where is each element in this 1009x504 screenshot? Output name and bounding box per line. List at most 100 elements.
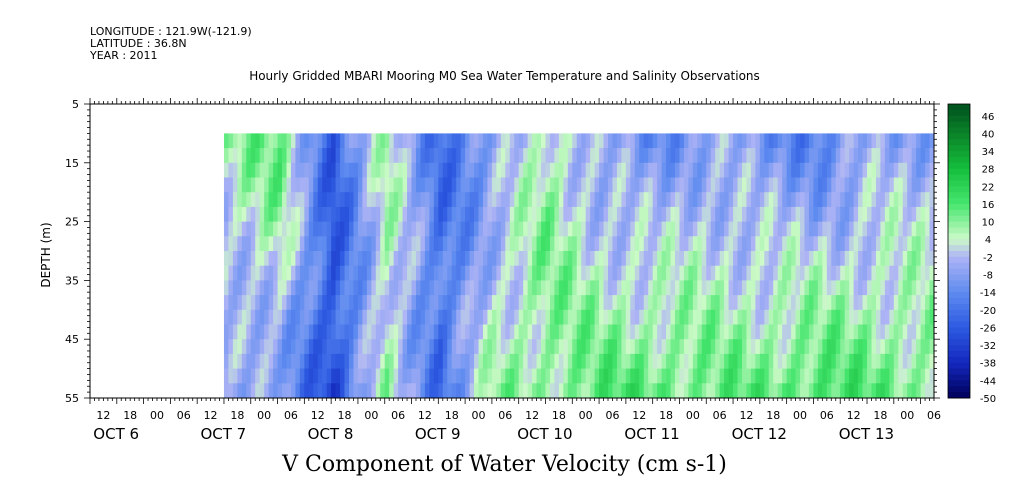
heat-cell [916,309,922,325]
heat-cell [634,177,640,193]
heat-cell [916,251,922,267]
heat-cell [411,339,417,355]
heat-cell [782,206,788,222]
heat-cell [608,368,613,384]
heat-cell [451,133,457,149]
heat-cell [782,280,788,296]
heat-cell [576,309,582,325]
heat-cell [733,206,738,222]
colorbar-segment [948,209,970,217]
heat-cell [648,295,654,311]
heat-cell [630,148,636,164]
heat-cell [621,148,627,164]
heat-cell [880,368,886,384]
heat-cell [679,206,685,222]
heat-cell [871,251,877,267]
heat-cell [380,133,386,149]
heat-cell [826,221,832,237]
heat-cell [608,192,613,208]
heat-cell [840,383,846,399]
colorbar-label: 34 [982,147,995,158]
heat-cell [724,251,729,267]
heat-cell [349,383,354,399]
heat-cell [862,206,868,222]
heat-cell [451,265,457,281]
heat-cell [920,324,926,340]
heat-cell [255,265,261,281]
heat-cell [630,177,636,193]
heat-cell [808,133,814,149]
heat-cell [451,353,457,369]
heat-cell [393,368,399,384]
heat-cell [554,251,560,267]
heat-cell [357,148,363,164]
heat-cell [241,133,247,149]
heat-cell [335,221,341,237]
heat-cell [889,206,895,222]
heat-cell [889,324,895,340]
heat-cell [313,295,319,311]
heat-cell [545,177,551,193]
heat-cell [545,133,551,149]
heat-cell [666,192,671,208]
heat-cell [299,162,305,178]
heat-cell [415,353,421,369]
heat-cell [478,265,484,281]
heat-cell [576,221,582,237]
heat-cell [835,324,841,340]
heat-cell [554,206,560,222]
heat-cell [451,339,457,355]
heat-cell [898,148,904,164]
colorbar-segment [948,198,970,205]
heat-cell [424,280,430,296]
heat-cell [415,133,421,149]
heat-cell [268,383,274,399]
heat-cell [456,383,462,399]
heat-cell [889,236,895,252]
heat-cell [925,280,930,296]
heat-cell [567,280,573,296]
colorbar-label: 4 [985,235,991,246]
heat-cell [715,368,721,384]
heat-cell [608,162,613,178]
heat-cell [634,133,640,149]
heat-cell [415,236,421,252]
heat-cell [630,251,636,267]
heat-cell [733,148,738,164]
heat-cell [241,324,247,340]
heat-cell [657,324,662,340]
heat-cell [625,177,631,193]
heat-cell [581,265,587,281]
heat-cell [826,133,832,149]
heat-cell [916,221,922,237]
x-hour-label: 18 [230,409,244,422]
heat-cell [612,368,618,384]
x-hour-label: 00 [364,409,378,422]
heat-cell [273,353,278,369]
heat-cell [429,206,435,222]
heat-cell [545,280,551,296]
heat-cell [237,280,243,296]
heat-cell [228,192,234,208]
heat-cell [375,148,381,164]
heat-cell [268,265,274,281]
heat-cell [603,148,609,164]
heat-cell [541,177,546,193]
heat-cell [353,265,359,281]
heat-cell [710,280,716,296]
heat-cell [608,265,613,281]
heat-cell [518,265,524,281]
heat-cell [884,280,890,296]
heat-cell [474,324,479,340]
heat-cell [286,236,292,252]
heat-cell [469,265,475,281]
heat-cell [755,280,761,296]
heat-cell [750,236,756,252]
heat-cell [290,280,296,296]
heat-cell [741,236,747,252]
heat-cell [683,324,689,340]
heat-cell [871,133,877,149]
heat-cell [764,177,770,193]
heat-cell [791,309,796,325]
heat-cell [375,177,381,193]
